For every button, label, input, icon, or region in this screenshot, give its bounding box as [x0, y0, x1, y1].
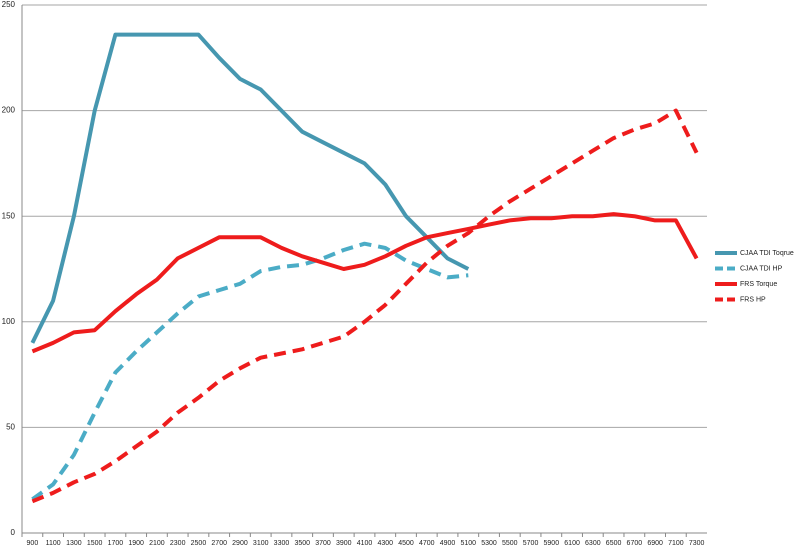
- series-line: [31, 108, 699, 504]
- x-tick-label: 5900: [544, 540, 560, 547]
- y-tick-label: 200: [2, 106, 16, 115]
- x-tick-label: 3500: [294, 540, 310, 547]
- x-tick-label: 3900: [336, 540, 352, 547]
- x-tick-label: 1500: [87, 540, 103, 547]
- series-line: [30, 32, 470, 344]
- x-tick-label: 3700: [315, 540, 331, 547]
- x-tick-label: 2700: [211, 540, 227, 547]
- x-tick-label: 4100: [357, 540, 373, 547]
- x-tick-label: 7100: [668, 540, 684, 547]
- x-tick-label: 4500: [398, 540, 414, 547]
- x-tick-label: 900: [27, 540, 39, 547]
- x-tick-label: 5300: [481, 540, 497, 547]
- series-line: [31, 241, 469, 501]
- legend-label: CJAA TDI Toqrue: [740, 250, 794, 257]
- x-tick-label: 2300: [170, 540, 186, 547]
- legend-label: FRS Torque: [740, 281, 777, 288]
- series-line: [31, 212, 699, 354]
- x-tick-label: 1700: [108, 540, 124, 547]
- x-tick-label: 6700: [627, 540, 643, 547]
- x-tick-label: 5700: [523, 540, 539, 547]
- x-tick-label: 5100: [460, 540, 476, 547]
- y-tick-label: 150: [2, 211, 16, 220]
- legend-label: FRS HP: [740, 296, 766, 303]
- x-tick-label: 4300: [377, 540, 393, 547]
- x-tick-label: 7300: [689, 540, 705, 547]
- x-tick-label: 6100: [564, 540, 580, 547]
- x-tick-label: 6900: [647, 540, 663, 547]
- y-tick-label: 250: [2, 0, 16, 9]
- x-tick-label: 4700: [419, 540, 435, 547]
- x-tick-label: 2500: [191, 540, 207, 547]
- x-tick-label: 6300: [585, 540, 601, 547]
- x-tick-label: 4900: [440, 540, 456, 547]
- x-tick-label: 5500: [502, 540, 518, 547]
- y-tick-label: 50: [6, 423, 15, 432]
- x-tick-label: 1100: [46, 540, 61, 547]
- y-tick-label: 0: [11, 528, 16, 537]
- x-tick-label: 1900: [128, 540, 144, 547]
- x-tick-label: 3300: [274, 540, 290, 547]
- legend-label: CJAA TDI HP: [740, 265, 783, 272]
- x-tick-label: 6500: [606, 540, 622, 547]
- x-tick-label: 2900: [232, 540, 248, 547]
- y-tick-label: 100: [2, 317, 16, 326]
- x-tick-label: 1300: [66, 540, 82, 547]
- x-tick-label: 2100: [149, 540, 165, 547]
- x-tick-label: 3100: [253, 540, 269, 547]
